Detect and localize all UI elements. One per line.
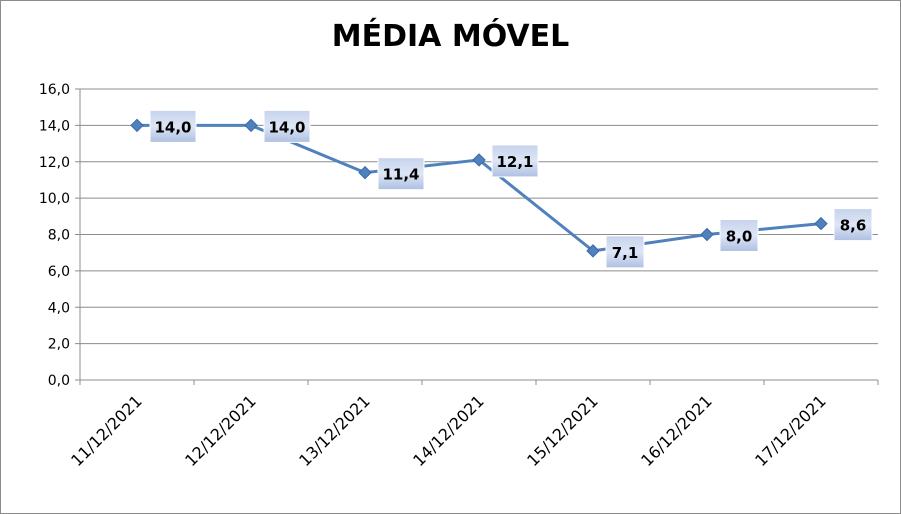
x-tick-label: 16/12/2021 (637, 391, 716, 470)
y-tick-label: 4,0 (48, 300, 70, 316)
x-tick-label: 12/12/2021 (181, 391, 260, 470)
data-point-marker (700, 227, 714, 242)
data-label-box (491, 144, 539, 178)
y-tick-label: 8,0 (48, 228, 70, 244)
x-tick-label: 13/12/2021 (295, 391, 374, 470)
data-label: 14,0 (268, 118, 305, 136)
data-point-marker (244, 118, 258, 133)
y-tick-label: 10,0 (39, 191, 70, 207)
data-point-marker (586, 244, 600, 258)
x-tick-label: 11/12/2021 (67, 391, 146, 470)
data-label: 8,6 (840, 217, 867, 235)
y-tick-label: 0,0 (48, 373, 70, 389)
data-label: 12,1 (496, 153, 533, 171)
y-tick-label: 14,0 (39, 118, 70, 134)
x-tick-label: 15/12/2021 (523, 391, 602, 470)
data-point-marker (358, 165, 372, 180)
data-label-box (377, 157, 425, 191)
data-label-box (263, 109, 311, 143)
data-point-marker (472, 153, 486, 167)
data-label-box (149, 109, 197, 143)
x-tick-label: 14/12/2021 (409, 391, 488, 470)
data-label: 7,1 (612, 244, 639, 262)
series-line (137, 123, 822, 253)
y-tick-label: 2,0 (48, 337, 70, 353)
data-point-marker (814, 216, 828, 231)
y-tick-label: 16,0 (39, 82, 70, 98)
data-label: 11,4 (382, 166, 419, 184)
data-label: 14,0 (154, 118, 191, 136)
data-label-box (719, 219, 759, 252)
data-label: 8,0 (726, 228, 753, 246)
x-tick-label: 17/12/2021 (751, 391, 830, 470)
data-label-box (605, 235, 645, 269)
chart-title: MÉDIA MÓVEL (331, 19, 570, 54)
y-tick-label: 6,0 (48, 264, 70, 280)
data-label-box (833, 208, 873, 242)
data-point-marker (130, 118, 144, 133)
y-tick-label: 12,0 (39, 155, 70, 171)
